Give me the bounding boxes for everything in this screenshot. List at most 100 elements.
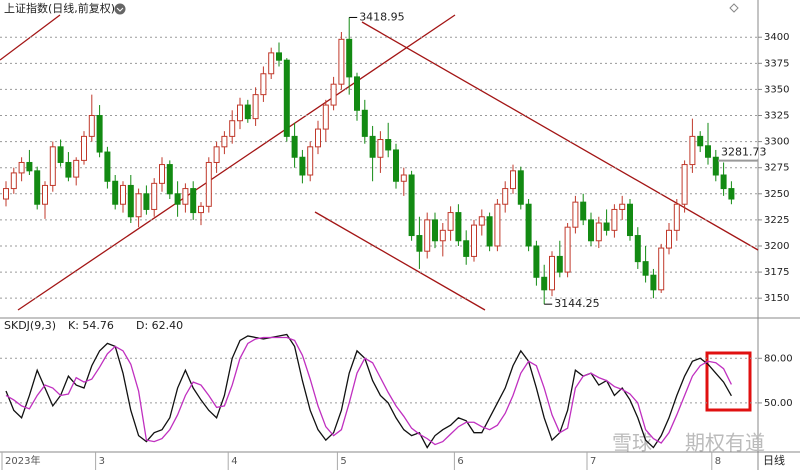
diamond-icon[interactable] [729, 3, 739, 13]
period-label: 日线 [763, 453, 785, 467]
candle-body [634, 235, 641, 263]
low-label: 3144.25 [554, 297, 600, 310]
candle-body [689, 135, 696, 166]
candle-body [385, 139, 392, 151]
candle-body [502, 188, 509, 205]
candle-body [673, 203, 680, 231]
candle-body [26, 161, 33, 172]
candle-body [463, 240, 470, 257]
x-tick-label: 7 [590, 456, 596, 467]
candle-body [120, 184, 126, 205]
y-tick-label: 3325 [764, 111, 789, 122]
menu-chevron [116, 7, 124, 12]
candle-body [400, 174, 407, 182]
candle-body [627, 203, 633, 237]
candle-body [18, 161, 25, 174]
y-tick-label: 3300 [764, 137, 789, 148]
candle-body [221, 135, 228, 148]
candle-body [135, 193, 142, 218]
x-tick-label: 3 [99, 456, 105, 467]
candle-body [57, 146, 64, 163]
y-tick-label: 3175 [764, 267, 789, 278]
last-price-box [719, 146, 758, 159]
y-tick-label: 80.00 [764, 353, 793, 364]
candle-body [642, 261, 649, 276]
y-tick-label: 50.00 [764, 398, 793, 409]
candle-body [455, 212, 462, 242]
x-tick-label: 4 [231, 456, 237, 467]
candle-body [112, 180, 119, 205]
watermark: 雪球 [612, 431, 652, 455]
candle-body [705, 145, 711, 158]
candle-body [361, 109, 368, 137]
candle-body [299, 156, 306, 176]
indicator-title: SKDJ(9,3) [4, 319, 56, 332]
candle-body [533, 245, 540, 278]
y-tick-label: 3275 [764, 163, 789, 174]
x-tick-label: 8 [715, 456, 721, 467]
candle-body [556, 255, 563, 273]
indicator-line [5, 336, 732, 446]
menu-icon[interactable] [114, 3, 126, 15]
candle-body [416, 235, 423, 252]
candle-body [213, 146, 220, 163]
candle-body [182, 188, 189, 205]
candle-body [322, 104, 329, 130]
candle-body [369, 135, 376, 158]
k-legend: K: 54.76 [68, 319, 114, 332]
trend-line [17, 14, 456, 311]
candle-body [3, 188, 9, 200]
candle-body [588, 219, 594, 242]
y-tick-label: 3350 [764, 84, 789, 95]
candle-body [237, 104, 243, 122]
candle-body [658, 247, 665, 291]
candle-body [424, 219, 431, 252]
candle-body [291, 135, 298, 158]
candle-body [666, 229, 672, 249]
candle-body [346, 38, 353, 78]
candle-body [42, 184, 48, 205]
candle-body [260, 73, 267, 96]
candle-body [268, 52, 275, 75]
candle-body [393, 149, 399, 182]
candle-body [517, 170, 524, 205]
candle-body [307, 146, 314, 176]
candle-body [354, 76, 360, 111]
candle-body [151, 182, 158, 210]
candle-body [174, 193, 181, 205]
candle-body [276, 52, 282, 61]
candle-body [34, 170, 41, 205]
candle-body [595, 222, 602, 242]
x-tick-label: 2023年 [5, 454, 40, 467]
candle-body [244, 104, 251, 120]
candle-body [49, 146, 56, 186]
candle-body [143, 193, 150, 210]
candle-body [681, 164, 688, 205]
candle-body [166, 164, 173, 195]
candle-body [611, 208, 618, 231]
candle-body [541, 276, 548, 291]
candle-body [229, 120, 236, 137]
candle-body [338, 38, 345, 85]
candle-body [315, 128, 321, 148]
candle-body [650, 274, 657, 291]
candle-body [377, 139, 384, 158]
y-tick-label: 3250 [764, 189, 789, 200]
highlight-box [705, 351, 752, 412]
x-tick-label: 5 [340, 456, 346, 467]
candle-body [549, 255, 555, 291]
high-label: 3418.95 [359, 10, 405, 23]
candle-body [510, 170, 516, 190]
candle-body [88, 115, 95, 137]
candle-body [580, 201, 587, 221]
candle-body [471, 224, 477, 257]
candle-body [96, 115, 103, 153]
y-tick-label: 3400 [764, 32, 789, 43]
candle-body [252, 94, 259, 120]
candle-body [432, 219, 438, 242]
candle-body [408, 174, 415, 237]
chart-title: 上证指数(日线,前复权) [4, 1, 115, 15]
candle-body [603, 222, 610, 231]
